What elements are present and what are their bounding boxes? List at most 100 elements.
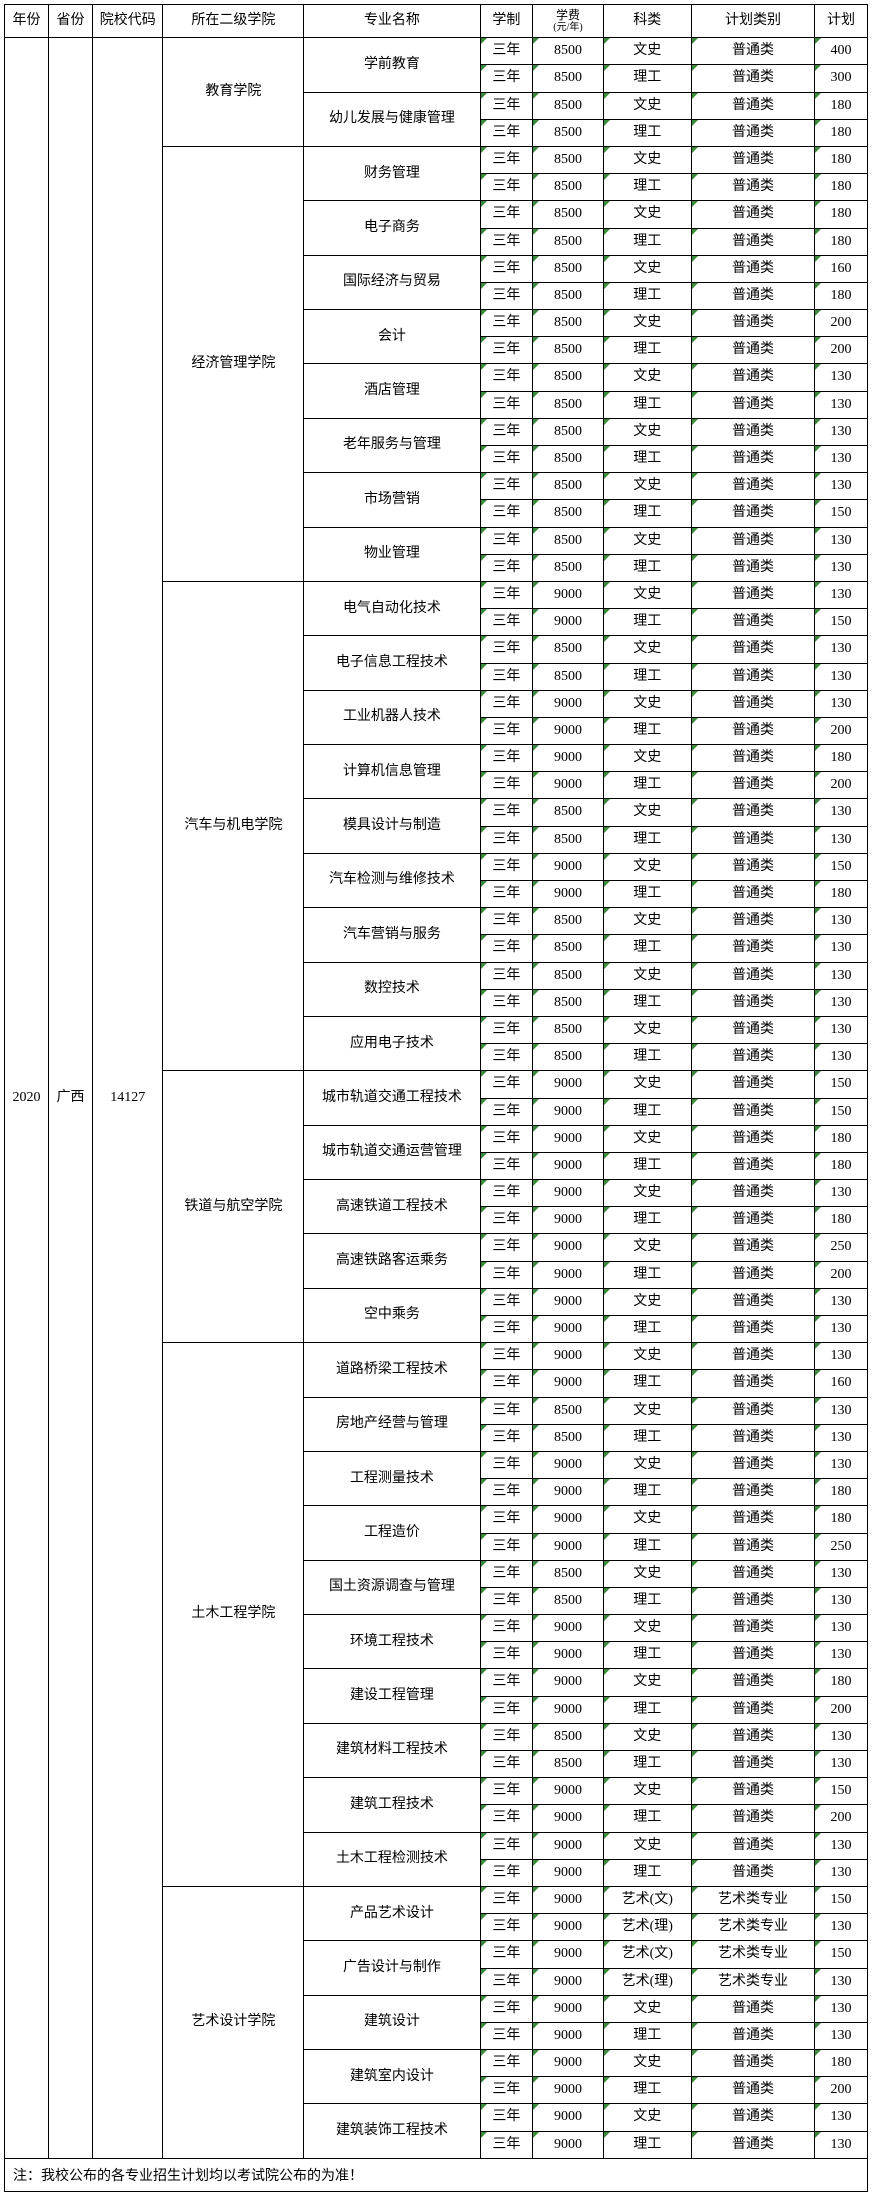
category-cell: 理工 [603,1696,691,1723]
category-cell: 文史 [603,255,691,282]
major-cell: 工程测量技术 [304,1451,480,1505]
fee-cell: 9000 [533,2131,603,2158]
plan-cell: 130 [815,1044,868,1071]
fee-cell: 9000 [533,1207,603,1234]
plan-cell: 130 [815,473,868,500]
plantype-cell: 普通类 [691,2104,814,2131]
category-cell: 文史 [603,38,691,65]
fee-cell: 8500 [533,255,603,282]
fee-cell: 9000 [533,581,603,608]
duration-cell: 三年 [480,1886,533,1913]
plantype-cell: 艺术类专业 [691,1886,814,1913]
header-plancount: 计划 [815,5,868,38]
fee-cell: 9000 [533,1778,603,1805]
major-cell: 房地产经营与管理 [304,1397,480,1451]
duration-cell: 三年 [480,1316,533,1343]
plantype-cell: 普通类 [691,1751,814,1778]
plantype-cell: 普通类 [691,174,814,201]
duration-cell: 三年 [480,717,533,744]
category-cell: 艺术(文) [603,1886,691,1913]
plantype-cell: 普通类 [691,2077,814,2104]
category-cell: 理工 [603,881,691,908]
plan-cell: 200 [815,1696,868,1723]
fee-cell: 8500 [533,1751,603,1778]
fee-cell: 9000 [533,1180,603,1207]
plan-cell: 180 [815,745,868,772]
duration-cell: 三年 [480,38,533,65]
fee-cell: 8500 [533,500,603,527]
plantype-cell: 普通类 [691,935,814,962]
plan-cell: 150 [815,1098,868,1125]
plan-cell: 200 [815,772,868,799]
category-cell: 理工 [603,609,691,636]
duration-cell: 三年 [480,473,533,500]
plan-cell: 130 [815,2104,868,2131]
duration-cell: 三年 [480,65,533,92]
fee-cell: 8500 [533,1424,603,1451]
duration-cell: 三年 [480,201,533,228]
plantype-cell: 普通类 [691,799,814,826]
plan-cell: 200 [815,1805,868,1832]
plantype-cell: 普通类 [691,446,814,473]
major-cell: 高速铁道工程技术 [304,1180,480,1234]
fee-cell: 8500 [533,826,603,853]
duration-cell: 三年 [480,174,533,201]
plantype-cell: 普通类 [691,65,814,92]
fee-cell: 9000 [533,690,603,717]
plan-cell: 180 [815,174,868,201]
category-cell: 理工 [603,1533,691,1560]
category-cell: 理工 [603,1751,691,1778]
fee-cell: 9000 [533,1343,603,1370]
plantype-cell: 普通类 [691,609,814,636]
plan-cell: 300 [815,65,868,92]
plan-cell: 130 [815,1751,868,1778]
fee-cell: 8500 [533,446,603,473]
duration-cell: 三年 [480,1723,533,1750]
category-cell: 文史 [603,1615,691,1642]
category-cell: 文史 [603,2104,691,2131]
category-cell: 文史 [603,2050,691,2077]
category-cell: 理工 [603,500,691,527]
fee-cell: 9000 [533,1152,603,1179]
fee-cell: 8500 [533,119,603,146]
plantype-cell: 普通类 [691,1125,814,1152]
duration-cell: 三年 [480,1669,533,1696]
plantype-cell: 普通类 [691,1180,814,1207]
category-cell: 理工 [603,2131,691,2158]
plan-cell: 200 [815,337,868,364]
plan-cell: 130 [815,2131,868,2158]
category-cell: 文史 [603,1071,691,1098]
category-cell: 文史 [603,1016,691,1043]
fee-cell: 9000 [533,1941,603,1968]
category-cell: 文史 [603,636,691,663]
major-cell: 环境工程技术 [304,1615,480,1669]
category-cell: 理工 [603,1805,691,1832]
province-cell: 广西 [49,38,93,2159]
category-cell: 文史 [603,1506,691,1533]
plantype-cell: 普通类 [691,1587,814,1614]
college-cell: 艺术设计学院 [163,1886,304,2158]
duration-cell: 三年 [480,1642,533,1669]
plan-cell: 180 [815,1506,868,1533]
plantype-cell: 普通类 [691,1207,814,1234]
plantype-cell: 普通类 [691,717,814,744]
category-cell: 理工 [603,1207,691,1234]
category-cell: 文史 [603,1180,691,1207]
duration-cell: 三年 [480,690,533,717]
admission-plan-table: 年份 省份 院校代码 所在二级学院 专业名称 学制 学费 (元/年) 科类 计划… [4,4,868,2159]
duration-cell: 三年 [480,1451,533,1478]
category-cell: 文史 [603,418,691,445]
footnote: 注：我校公布的各专业招生计划均以考试院公布的为准！ [4,2159,868,2192]
fee-cell: 8500 [533,364,603,391]
fee-cell: 9000 [533,1914,603,1941]
plantype-cell: 普通类 [691,1071,814,1098]
year-cell: 2020 [5,38,49,2159]
fee-cell: 9000 [533,1261,603,1288]
duration-cell: 三年 [480,2104,533,2131]
plan-cell: 130 [815,1995,868,2022]
fee-cell: 9000 [533,853,603,880]
duration-cell: 三年 [480,1587,533,1614]
header-college: 所在二级学院 [163,5,304,38]
category-cell: 文史 [603,364,691,391]
fee-cell: 8500 [533,391,603,418]
